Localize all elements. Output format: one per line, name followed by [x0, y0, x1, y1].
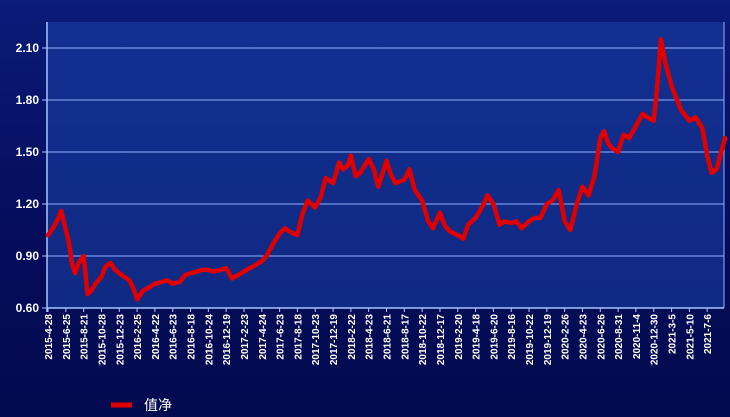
- x-tick-label: 2019-4-18: [472, 314, 483, 360]
- x-tick-label: 2021-7-6: [703, 314, 714, 354]
- y-tick-label: 0.60: [16, 301, 40, 315]
- x-tick-label: 2019-8-16: [507, 314, 518, 360]
- x-tick-label: 2019-12-19: [543, 314, 554, 366]
- x-tick-label: 2018-10-22: [418, 314, 429, 366]
- x-tick-label: 2017-12-19: [329, 314, 340, 366]
- x-tick-label: 2021-5-10: [685, 314, 696, 360]
- x-tick-label: 2020-2-26: [561, 314, 572, 360]
- x-tick-label: 2020-6-26: [596, 314, 607, 360]
- legend: 值净: [111, 398, 172, 414]
- x-tick-label: 2017-8-18: [293, 314, 304, 360]
- x-tick-label: 2015-4-28: [44, 314, 55, 360]
- x-tick-label: 2019-10-22: [525, 314, 536, 366]
- x-tick-label: 2020-8-31: [614, 314, 625, 360]
- x-tick-label: 2020-12-30: [650, 314, 661, 366]
- x-tick-label: 2018-8-17: [400, 314, 411, 360]
- x-tick-label: 2019-6-20: [489, 314, 500, 360]
- x-tick-label: 2016-12-19: [222, 314, 233, 366]
- legend-label: 值净: [144, 398, 172, 414]
- y-tick-label: 1.20: [16, 197, 40, 211]
- x-tick-label: 2016-4-22: [151, 314, 162, 360]
- x-tick-label: 2019-2-20: [454, 314, 465, 360]
- y-tick-label: 0.90: [16, 249, 40, 263]
- x-tick-label: 2020-4-23: [578, 314, 589, 360]
- x-tick-label: 2017-2-23: [240, 314, 251, 360]
- y-axis-ticks: 0.60 0.90 1.20 1.50 1.80 2.10: [16, 41, 47, 315]
- x-tick-label: 2017-6-23: [276, 314, 287, 360]
- axes: [46, 22, 725, 312]
- y-tick-label: 2.10: [16, 41, 40, 55]
- x-axis-ticks: 2015-4-28 2015-6-25 2015-8-21 2015-10-28 201…: [44, 308, 714, 365]
- y-tick-label: 1.50: [16, 145, 40, 159]
- x-tick-label: 2016-6-23: [169, 314, 180, 360]
- x-tick-label: 2021-3-5: [668, 314, 679, 354]
- series-line: [45, 37, 728, 302]
- x-tick-label: 2017-10-23: [311, 314, 322, 366]
- x-tick-label: 2015-8-21: [80, 314, 91, 360]
- x-tick-label: 2016-10-24: [204, 314, 215, 366]
- series-layer: [45, 37, 728, 302]
- x-tick-label: 2018-12-17: [436, 314, 447, 366]
- x-tick-label: 2015-6-25: [62, 314, 73, 360]
- x-tick-label: 2015-12-23: [115, 314, 126, 366]
- x-tick-label: 2016-2-25: [133, 314, 144, 360]
- x-tick-label: 2020-11-4: [632, 314, 643, 359]
- x-tick-label: 2015-10-28: [97, 314, 108, 366]
- x-tick-label: 2017-4-24: [258, 314, 269, 360]
- x-tick-label: 2016-8-18: [187, 314, 198, 360]
- x-tick-label: 2018-6-21: [383, 314, 394, 360]
- x-tick-label: 2018-2-22: [347, 314, 358, 360]
- y-tick-label: 1.80: [16, 93, 40, 107]
- x-tick-label: 2018-4-23: [365, 314, 376, 360]
